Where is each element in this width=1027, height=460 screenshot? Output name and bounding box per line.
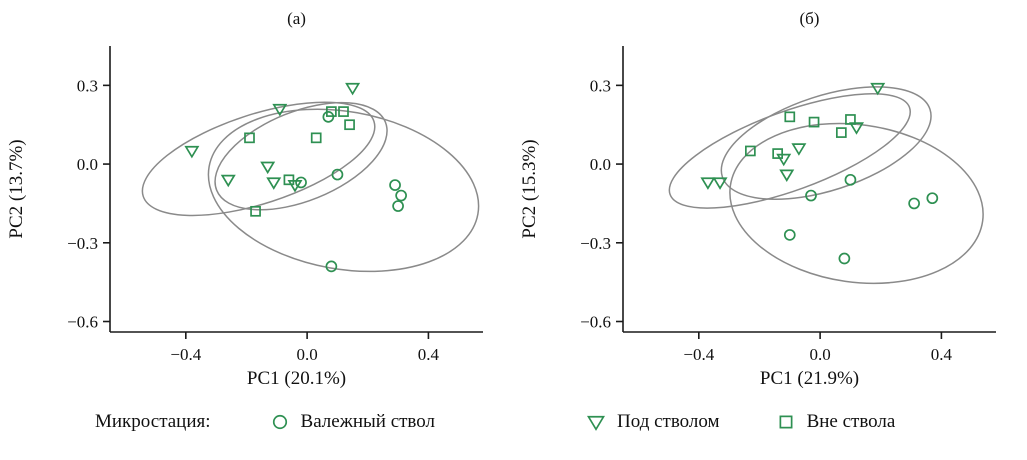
x-tick-label: −0.4 xyxy=(170,345,201,364)
panel-a-title: (а) xyxy=(287,9,306,28)
data-point-circle xyxy=(325,260,338,273)
data-point-circle xyxy=(331,168,344,181)
data-point-square xyxy=(344,119,355,131)
legend-item-label: Под стволом xyxy=(617,411,720,432)
data-point-triangle-down xyxy=(345,82,361,96)
y-tick-label: −0.3 xyxy=(67,234,98,253)
data-point-triangle-down xyxy=(700,177,716,190)
data-point-triangle-down xyxy=(779,169,795,183)
y-tick-label: 0.0 xyxy=(590,155,611,174)
data-point-square xyxy=(326,106,337,117)
data-point-circle xyxy=(783,229,796,241)
data-point-circle xyxy=(805,189,817,202)
x-axis-label: PC1 (20.1%) xyxy=(247,368,346,389)
y-axis-label: PC2 (15.3%) xyxy=(519,139,540,238)
circle-marker-icon xyxy=(272,414,287,430)
legend: Микростация: Валежный ствол Под стволом … xyxy=(0,398,1027,446)
data-point-triangle-down xyxy=(791,143,807,156)
data-point-triangle-down xyxy=(776,153,792,167)
data-point-circle xyxy=(844,173,857,186)
y-axis-label: PC2 (13.7%) xyxy=(6,139,27,238)
data-point-square xyxy=(772,148,784,159)
confidence-ellipse xyxy=(668,93,911,209)
y-tick-label: −0.6 xyxy=(580,313,611,332)
legend-item-label: Вне ствола xyxy=(806,411,896,432)
triangle-down-marker-icon xyxy=(587,415,606,431)
data-point-triangle-down xyxy=(587,415,606,431)
data-point-triangle-down xyxy=(712,177,728,190)
x-axis-label: PC1 (21.9%) xyxy=(760,368,859,389)
data-point-square xyxy=(779,415,793,429)
x-tick-label: 0.4 xyxy=(931,345,953,364)
data-point-square xyxy=(835,127,847,138)
data-point-circle xyxy=(908,197,920,210)
data-point-circle xyxy=(395,189,407,202)
y-tick-label: 0.3 xyxy=(77,76,98,95)
data-point-square xyxy=(283,174,295,186)
x-tick-label: 0.4 xyxy=(418,345,440,364)
data-point-square xyxy=(808,116,820,128)
data-point-circle xyxy=(838,252,851,265)
data-point-circle xyxy=(392,200,404,212)
confidence-ellipse xyxy=(720,86,932,201)
square-marker-icon xyxy=(779,415,793,429)
y-tick-label: 0.3 xyxy=(590,76,611,95)
data-point-triangle-down xyxy=(266,177,282,190)
data-point-triangle-down xyxy=(272,103,288,117)
data-point-square xyxy=(310,132,322,144)
confidence-ellipse xyxy=(214,101,388,211)
legend-item-under-trunk: Под стволом xyxy=(585,411,720,433)
data-point-triangle-down xyxy=(870,82,886,96)
legend-item-fallen-trunk: Валежный ствол xyxy=(269,411,435,433)
x-tick-label: 0.0 xyxy=(296,345,317,364)
data-point-triangle-down xyxy=(849,122,865,135)
data-point-circle xyxy=(295,176,307,189)
confidence-ellipse xyxy=(729,122,984,285)
confidence-ellipse xyxy=(141,101,376,217)
y-tick-label: 0.0 xyxy=(77,155,98,174)
pca-chart-b: −0.4 0.0 0.4 −0.6 −0.3 0.0 0.3 PC1 (21.9%) PC2 (… xyxy=(519,46,996,389)
y-tick-label: −0.3 xyxy=(580,234,611,253)
data-point-triangle-down xyxy=(220,174,236,188)
data-point-square xyxy=(784,111,796,123)
data-point-square xyxy=(250,205,261,217)
data-point-square xyxy=(845,114,856,125)
x-tick-label: 0.0 xyxy=(809,345,830,364)
data-point-circle xyxy=(272,414,287,430)
data-point-triangle-down xyxy=(184,145,200,159)
data-point-square xyxy=(244,132,255,144)
legend-item-outside-trunk: Вне ствола xyxy=(775,411,896,433)
data-point-square xyxy=(338,106,349,117)
confidence-ellipse xyxy=(207,108,480,273)
data-point-triangle-down xyxy=(260,161,276,175)
pca-chart-a: −0.4 0.0 0.4 −0.6 −0.3 0.0 0.3 PC1 (20.1%) PC2 (… xyxy=(6,46,483,389)
panel-b: (б) −0.4 0.0 0.4 −0.6 −0.3 0.0 0.3 PC1 (21.9%) P… xyxy=(513,6,1026,398)
chart-panels: (а) −0.4 0.0 0.4 −0.6 −0.3 0.0 0.3 PC1 (20.1%) P… xyxy=(0,6,1026,398)
panel-b-title: (б) xyxy=(799,9,820,28)
y-tick-label: −0.6 xyxy=(67,313,98,332)
panel-a: (а) −0.4 0.0 0.4 −0.6 −0.3 0.0 0.3 PC1 (20.1%) P… xyxy=(0,6,513,398)
data-point-circle xyxy=(926,192,939,205)
legend-title: Микростация: xyxy=(95,411,211,432)
legend-item-label: Валежный ствол xyxy=(300,411,436,432)
data-point-square xyxy=(745,145,756,157)
x-tick-label: −0.4 xyxy=(683,345,714,364)
data-point-triangle-down xyxy=(287,180,303,193)
data-point-circle xyxy=(389,179,401,191)
